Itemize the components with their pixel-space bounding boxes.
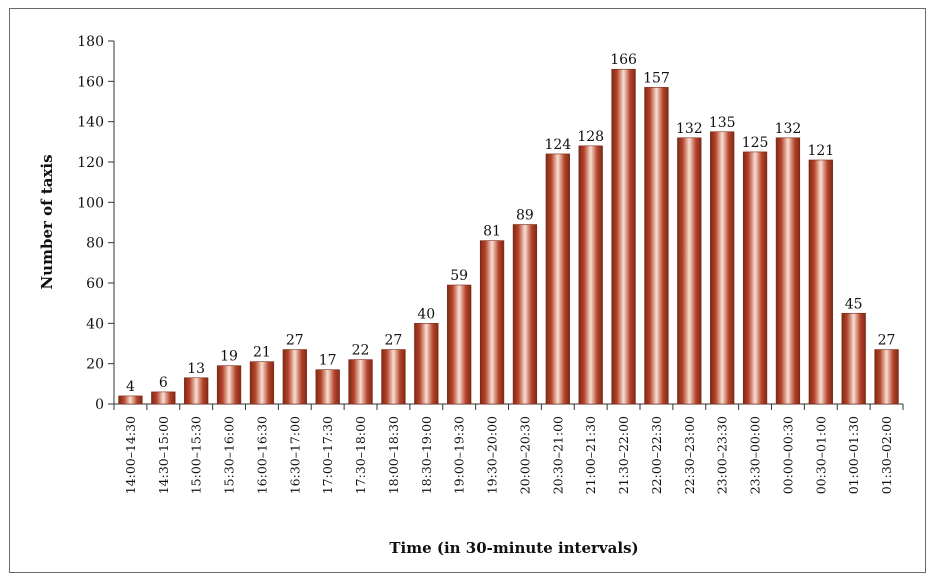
x-tick-label: 00:00–00:30 bbox=[780, 416, 795, 494]
x-tick-label: 20:30–21:00 bbox=[550, 416, 565, 494]
bar bbox=[184, 377, 209, 405]
x-tick-label: 01:30–02:00 bbox=[879, 416, 894, 494]
data-label: 166 bbox=[610, 52, 637, 68]
data-label: 124 bbox=[544, 137, 571, 153]
x-tick-label: 23:30–00:00 bbox=[748, 416, 763, 494]
bar bbox=[249, 361, 275, 405]
x-tick-label: 17:00–17:30 bbox=[320, 416, 335, 494]
x-tick-label: 21:00–21:30 bbox=[583, 416, 598, 494]
bar bbox=[348, 359, 373, 405]
x-tick-label: 18:00–18:30 bbox=[386, 416, 401, 494]
x-tick-label: 16:00–16:30 bbox=[254, 416, 269, 494]
x-tick-label: 19:30–20:00 bbox=[485, 416, 500, 494]
y-tick-label: 120 bbox=[77, 155, 104, 171]
x-tick-label: 15:30–16:00 bbox=[222, 416, 237, 494]
y-tick-label: 100 bbox=[77, 195, 104, 211]
bar bbox=[381, 349, 406, 405]
bar bbox=[841, 312, 866, 405]
data-label: 27 bbox=[878, 333, 896, 349]
x-tick-label: 16:30–17:00 bbox=[287, 416, 302, 494]
data-label: 21 bbox=[253, 345, 271, 361]
axes: 0 20 40 60 80 100 120 140 160 180 14:00–14:30 14:30… bbox=[77, 34, 904, 494]
y-axis-label: Number of taxis bbox=[38, 154, 56, 289]
bar bbox=[216, 365, 242, 405]
y-tick-label: 180 bbox=[77, 34, 104, 50]
bar bbox=[545, 153, 570, 405]
bar bbox=[479, 240, 505, 405]
data-label: 59 bbox=[450, 268, 468, 284]
data-label: 13 bbox=[187, 361, 205, 377]
bar bbox=[447, 284, 472, 405]
x-axis-label: Time (in 30-minute intervals) bbox=[389, 539, 638, 557]
data-label: 157 bbox=[643, 70, 670, 86]
x-tick-label: 00:30–01:00 bbox=[813, 416, 828, 494]
x-tick-label: 22:30–23:00 bbox=[682, 416, 697, 494]
x-tick-label: 18:30–19:00 bbox=[419, 416, 434, 494]
bar bbox=[775, 137, 801, 405]
bars bbox=[118, 68, 899, 405]
data-label: 128 bbox=[577, 129, 604, 145]
data-label: 89 bbox=[516, 208, 534, 224]
data-label: 132 bbox=[775, 121, 802, 137]
bar bbox=[742, 151, 768, 405]
bar bbox=[677, 137, 702, 405]
data-label: 132 bbox=[676, 121, 703, 137]
data-label: 27 bbox=[286, 333, 304, 349]
data-label: 19 bbox=[220, 349, 238, 365]
x-tick-label: 14:30–15:00 bbox=[156, 416, 171, 494]
data-label: 22 bbox=[352, 343, 370, 359]
data-labels: 4 6 13 19 21 27 17 22 27 40 59 81 89 124 128 166 157 132 1… bbox=[126, 52, 896, 395]
data-label: 27 bbox=[385, 333, 403, 349]
data-label: 4 bbox=[126, 379, 135, 395]
x-tick-label: 15:00–15:30 bbox=[189, 416, 204, 494]
data-label: 121 bbox=[807, 143, 834, 159]
bar bbox=[578, 145, 603, 405]
x-tick-label: 19:00–19:30 bbox=[452, 416, 467, 494]
x-tick-label: 23:00–23:30 bbox=[715, 416, 730, 494]
bar bbox=[808, 159, 833, 405]
data-label: 135 bbox=[709, 115, 736, 131]
bar bbox=[315, 369, 340, 405]
y-tick-label: 160 bbox=[77, 74, 104, 90]
y-tick-label: 80 bbox=[86, 236, 104, 252]
data-label: 17 bbox=[319, 353, 337, 369]
x-tick-label: 21:30–22:00 bbox=[616, 416, 631, 494]
data-label: 45 bbox=[845, 296, 863, 312]
bar bbox=[118, 395, 143, 405]
y-tick-label: 40 bbox=[86, 316, 104, 332]
x-tick-label: 01:00–01:30 bbox=[846, 416, 861, 494]
data-label: 6 bbox=[159, 375, 168, 391]
bar bbox=[414, 323, 439, 405]
bar bbox=[644, 87, 669, 405]
y-tick-label: 60 bbox=[86, 276, 104, 292]
y-tick-label: 140 bbox=[77, 115, 104, 131]
data-label: 40 bbox=[417, 306, 435, 322]
data-label: 81 bbox=[483, 224, 501, 240]
bar bbox=[611, 68, 636, 405]
y-tick-label: 0 bbox=[95, 397, 104, 413]
x-tick-label: 22:00–22:30 bbox=[649, 416, 664, 494]
x-tick-label: 17:30–18:00 bbox=[353, 416, 368, 494]
bar bbox=[874, 349, 899, 405]
x-tick-label: 20:00–20:30 bbox=[517, 416, 532, 494]
data-label: 125 bbox=[742, 135, 769, 151]
bar bbox=[512, 224, 538, 405]
x-tick-label: 14:00–14:30 bbox=[123, 416, 138, 494]
y-tick-label: 20 bbox=[86, 357, 104, 373]
bar bbox=[710, 131, 735, 405]
bar bbox=[282, 349, 307, 405]
bar bbox=[151, 391, 176, 405]
